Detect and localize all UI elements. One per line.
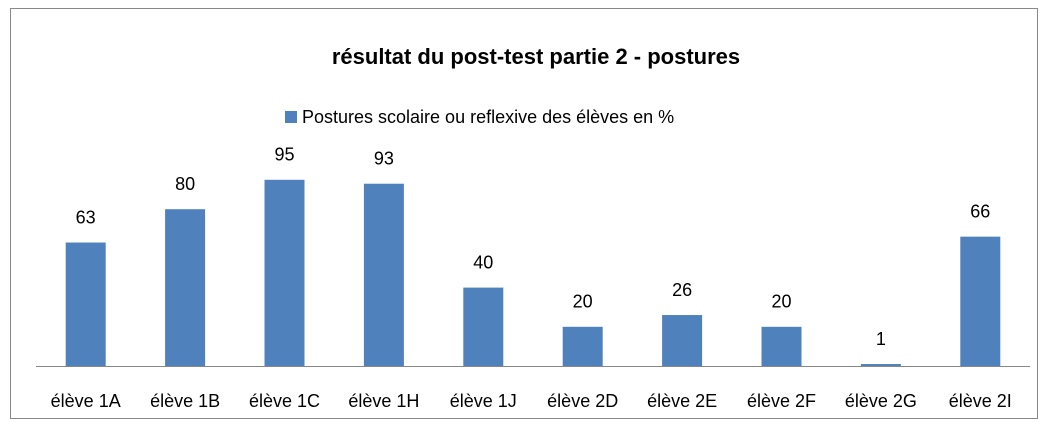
bar [761, 326, 802, 366]
data-label: 1 [876, 329, 886, 349]
x-tick-label: élève 1J [450, 391, 517, 411]
legend-swatch [285, 111, 297, 123]
x-tick-label: élève 2D [547, 391, 618, 411]
bar [65, 242, 106, 366]
bar [562, 326, 603, 366]
data-label: 66 [970, 201, 990, 221]
bar [264, 179, 305, 366]
bar [860, 364, 901, 366]
x-tick-label: élève 2I [949, 391, 1012, 411]
x-tick-label: élève 1H [348, 391, 419, 411]
data-label: 80 [175, 174, 195, 194]
data-label: 40 [473, 252, 493, 272]
x-tick-label: élève 2F [747, 391, 816, 411]
x-tick-label: élève 2G [845, 391, 917, 411]
bar [463, 287, 504, 366]
bar [363, 183, 404, 366]
data-label: 20 [573, 292, 593, 312]
data-label: 20 [771, 292, 791, 312]
legend-label: Postures scolaire ou reflexive des élève… [302, 107, 674, 127]
chart-title: résultat du post-test partie 2 - posture… [332, 44, 740, 69]
bar [165, 209, 206, 366]
bar [662, 315, 703, 366]
data-label: 63 [76, 207, 96, 227]
x-tick-label: élève 1C [249, 391, 320, 411]
chart-frame [10, 8, 1038, 419]
x-tick-label: élève 1B [150, 391, 220, 411]
bar [960, 236, 1001, 366]
data-label: 93 [374, 148, 394, 168]
x-tick-label: élève 2E [647, 391, 717, 411]
x-tick-label: élève 1A [51, 391, 121, 411]
data-label: 26 [672, 280, 692, 300]
data-label: 95 [274, 145, 294, 165]
